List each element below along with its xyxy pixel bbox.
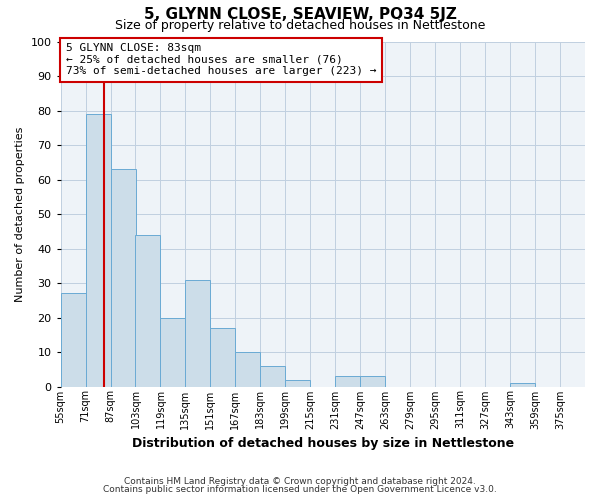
Bar: [335, 376, 360, 386]
Text: 5 GLYNN CLOSE: 83sqm
← 25% of detached houses are smaller (76)
73% of semi-detac: 5 GLYNN CLOSE: 83sqm ← 25% of detached h…: [66, 43, 376, 76]
Bar: [260, 366, 286, 386]
Bar: [86, 114, 110, 386]
Text: Size of property relative to detached houses in Nettlestone: Size of property relative to detached ho…: [115, 19, 485, 32]
Bar: [360, 376, 385, 386]
Text: Contains public sector information licensed under the Open Government Licence v3: Contains public sector information licen…: [103, 484, 497, 494]
Y-axis label: Number of detached properties: Number of detached properties: [15, 126, 25, 302]
Bar: [185, 280, 211, 386]
X-axis label: Distribution of detached houses by size in Nettlestone: Distribution of detached houses by size …: [132, 437, 514, 450]
Bar: [235, 352, 260, 386]
Bar: [61, 294, 86, 386]
Bar: [211, 328, 235, 386]
Bar: [510, 383, 535, 386]
Bar: [286, 380, 310, 386]
Bar: [160, 318, 185, 386]
Text: Contains HM Land Registry data © Crown copyright and database right 2024.: Contains HM Land Registry data © Crown c…: [124, 477, 476, 486]
Bar: [136, 234, 160, 386]
Bar: [110, 169, 136, 386]
Text: 5, GLYNN CLOSE, SEAVIEW, PO34 5JZ: 5, GLYNN CLOSE, SEAVIEW, PO34 5JZ: [143, 8, 457, 22]
